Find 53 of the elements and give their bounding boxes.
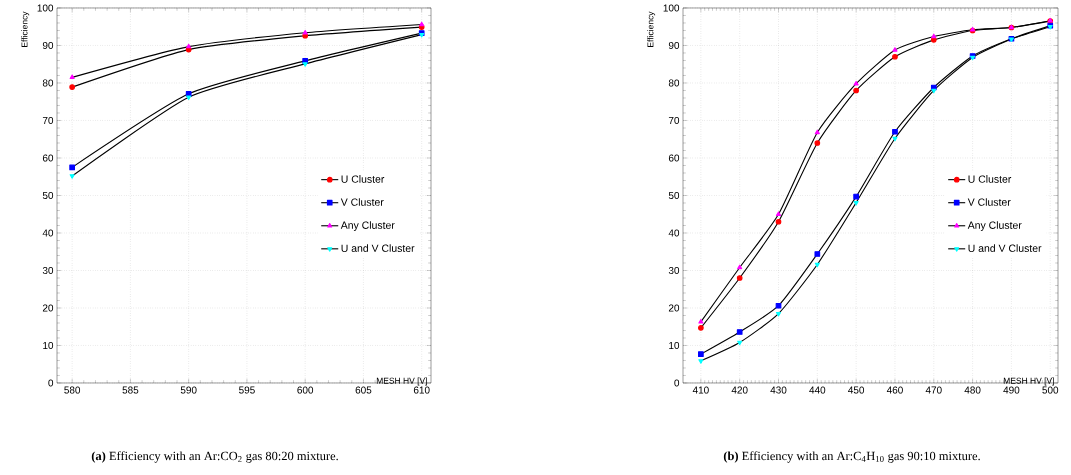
y-tick-label: 60	[42, 154, 54, 162]
x-tick-label: 595	[239, 386, 255, 394]
x-tick-label: 480	[964, 386, 981, 394]
y-tick-label: 30	[668, 266, 680, 275]
x-tick-label: 490	[1003, 386, 1020, 394]
y-tick-label: 50	[42, 191, 54, 200]
y-tick-label: 70	[42, 116, 54, 125]
legend-label: V Cluster	[340, 198, 384, 206]
y-tick-label: 100	[37, 4, 54, 12]
legend-label: U and V Cluster	[968, 244, 1042, 252]
x-tick-label: 500	[1042, 386, 1059, 394]
y-tick-label: 20	[668, 304, 680, 312]
y-axis-title: Efficiency	[21, 11, 30, 47]
y-tick-label: 10	[669, 341, 680, 350]
y-tick-label: 90	[668, 41, 680, 50]
x-tick-label: 430	[770, 386, 787, 394]
legend-label: U and V Cluster	[341, 244, 415, 252]
y-tick-label: 40	[668, 229, 680, 237]
y-tick-label: 0	[48, 379, 54, 387]
x-tick-label: 470	[925, 386, 942, 394]
x-tick-label: 600	[297, 386, 314, 394]
legend-label: Any Cluster	[340, 221, 395, 231]
x-tick-label: 585	[122, 386, 139, 394]
x-tick-label: 590	[180, 386, 197, 394]
x-tick-label: 460	[886, 386, 903, 394]
y-tick-label: 40	[42, 229, 54, 237]
y-tick-label: 90	[42, 41, 54, 50]
y-tick-label: 60	[668, 154, 680, 162]
x-axis-title: MESH HV [V]	[1003, 377, 1054, 386]
legend-label: Any Cluster	[967, 221, 1022, 231]
y-tick-label: 10	[43, 341, 54, 350]
legend-label: U Cluster	[341, 175, 385, 183]
y-axis-title: Efficiency	[647, 11, 656, 47]
y-tick-label: 20	[42, 304, 54, 312]
text: (a) Efficiency with an Ar:CO$_{2}$ gas 80:20 mixture.	[91, 451, 338, 463]
x-tick-label: 450	[848, 386, 865, 394]
y-tick-label: 70	[668, 116, 680, 125]
legend-label: U Cluster	[968, 175, 1012, 183]
y-tick-label: 100	[663, 4, 680, 12]
x-tick-label: 440	[809, 386, 826, 394]
x-tick-label: 410	[692, 386, 709, 394]
y-tick-label: 0	[674, 379, 680, 387]
text: (b) Efficiency with an Ar:C$_{4}$H$_{10}$ gas 90:10 mixture.	[723, 451, 980, 463]
legend-label: V Cluster	[967, 198, 1011, 206]
x-tick-label: 610	[413, 386, 430, 394]
x-tick-label: 420	[731, 386, 748, 394]
y-tick-label: 50	[668, 191, 680, 200]
x-tick-label: 605	[355, 386, 372, 394]
y-tick-label: 80	[42, 79, 54, 87]
y-tick-label: 80	[668, 79, 680, 87]
x-tick-label: 580	[64, 386, 81, 394]
y-tick-label: 30	[42, 266, 54, 275]
x-axis-title: MESH HV [V]	[376, 377, 427, 386]
